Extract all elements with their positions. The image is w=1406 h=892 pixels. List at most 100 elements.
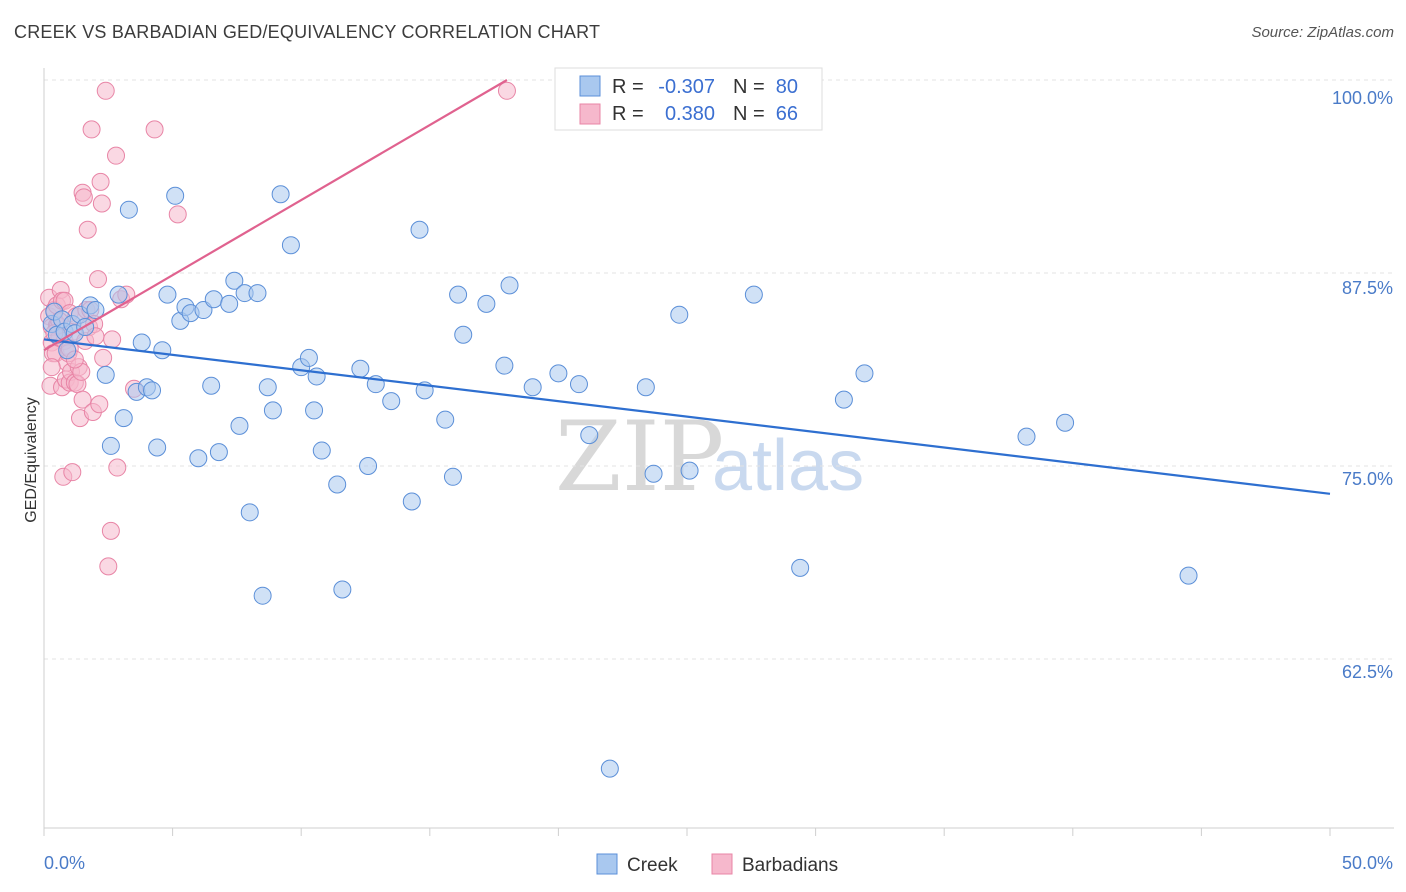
creek-point-54 — [382, 392, 401, 411]
creek-point-11 — [86, 301, 105, 320]
creek-point-67 — [569, 375, 588, 394]
creek-point-63 — [495, 356, 514, 375]
barbadians-point-37 — [78, 220, 97, 239]
barbadians-point-34 — [74, 188, 93, 207]
creek-point-56 — [410, 220, 429, 239]
y-tick-labels: 100.0% 87.5% 75.0% 62.5% — [1332, 88, 1393, 682]
creek-point-51 — [351, 359, 370, 378]
creek-point-75 — [791, 558, 810, 577]
creek-point-39 — [253, 586, 272, 605]
creek-point-28 — [189, 449, 208, 468]
barbadians-point-32 — [73, 390, 92, 409]
creek-point-22 — [153, 341, 172, 360]
creek-legend-swatch — [579, 75, 601, 97]
barbadians-legend-label: Barbadians — [742, 855, 838, 876]
barbadians-points — [40, 81, 516, 576]
y-tick-label-62-5: 62.5% — [1342, 662, 1393, 682]
creek-r-value: -0.307 — [658, 76, 715, 98]
barbadians-point-46 — [91, 172, 110, 191]
creek-point-41 — [263, 401, 282, 420]
creek-point-21 — [148, 438, 167, 457]
creek-point-38 — [248, 284, 267, 303]
creek-point-34 — [225, 271, 244, 290]
creek-point-76 — [834, 390, 853, 409]
barbadians-legend-swatch — [579, 103, 601, 125]
barbadians-point-60 — [42, 358, 61, 377]
creek-point-18 — [132, 333, 151, 352]
chart-title: CREEK VS BARBADIAN GED/EQUIVALENCY CORRE… — [14, 22, 601, 42]
barbadians-point-45 — [90, 395, 109, 414]
creek-legend-label: Creek — [627, 855, 678, 876]
y-tick-label-100: 100.0% — [1332, 88, 1393, 108]
barbadians-n-label: N = — [733, 103, 765, 125]
chart-source: Source: ZipAtlas.com — [1251, 24, 1394, 41]
barbadians-point-51 — [101, 521, 120, 540]
creek-point-78 — [1017, 427, 1036, 446]
creek-point-77 — [855, 364, 874, 383]
creek-point-23 — [158, 285, 177, 304]
barbadians-point-47 — [92, 194, 111, 213]
creek-point-49 — [328, 475, 347, 494]
creek-n-label: N = — [733, 76, 765, 98]
creek-point-59 — [443, 467, 462, 486]
creek-point-50 — [333, 580, 352, 599]
creek-trend-line — [43, 338, 1331, 495]
creek-point-24 — [166, 186, 185, 205]
stats-legend: R = -0.307 N = 80 R = 0.380 N = 66 — [554, 67, 823, 131]
barbadians-point-49 — [96, 81, 115, 100]
barbadians-point-44 — [89, 270, 108, 289]
barbadians-trend-line — [43, 79, 508, 352]
series-legend: Creek Barbadians — [596, 853, 838, 876]
creek-point-32 — [209, 443, 228, 462]
creek-point-68 — [580, 426, 599, 445]
y-axis-label: GED/Equivalency — [23, 397, 40, 522]
creek-point-43 — [281, 236, 300, 255]
barbadians-point-24 — [63, 463, 82, 482]
watermark-zip: ZIP — [555, 401, 724, 513]
barbadians-point-58 — [145, 120, 164, 139]
creek-r-label: R = — [612, 76, 644, 98]
creek-point-73 — [680, 461, 699, 480]
x-ticks — [43, 828, 1331, 836]
creek-point-69 — [600, 759, 619, 778]
barbadians-point-52 — [103, 330, 122, 349]
creek-point-37 — [240, 503, 259, 522]
barbadians-point-48 — [94, 348, 113, 367]
creek-points — [42, 185, 1198, 778]
barbadians-point-54 — [108, 458, 127, 477]
creek-point-14 — [109, 285, 128, 304]
trend-lines — [43, 79, 1331, 495]
creek-point-61 — [454, 325, 473, 344]
barbadians-r-label: R = — [612, 103, 644, 125]
creek-point-74 — [744, 285, 763, 304]
creek-point-65 — [523, 378, 542, 397]
creek-point-58 — [436, 410, 455, 429]
creek-bottom-swatch — [596, 853, 618, 875]
creek-point-64 — [500, 276, 519, 295]
creek-point-45 — [299, 348, 318, 367]
creek-point-79 — [1056, 413, 1075, 432]
creek-point-31 — [204, 290, 223, 309]
barbadians-bottom-swatch — [711, 853, 733, 875]
creek-point-35 — [230, 416, 249, 435]
creek-point-12 — [96, 365, 115, 384]
creek-point-62 — [477, 294, 496, 313]
creek-point-80 — [1179, 566, 1198, 585]
x-tick-label-0: 0.0% — [44, 853, 85, 873]
creek-point-52 — [359, 457, 378, 475]
barbadians-point-59 — [168, 205, 187, 224]
creek-point-30 — [202, 376, 221, 395]
creek-point-72 — [670, 305, 689, 324]
creek-point-5 — [58, 341, 77, 360]
y-tick-label-87-5: 87.5% — [1342, 278, 1393, 298]
creek-point-33 — [220, 294, 239, 313]
barbadians-n-value: 66 — [776, 103, 798, 125]
x-tick-label-50: 50.0% — [1342, 853, 1393, 873]
creek-point-70 — [636, 378, 655, 397]
creek-point-42 — [271, 185, 290, 204]
creek-point-55 — [402, 492, 421, 511]
creek-n-value: 80 — [776, 76, 798, 98]
creek-point-46 — [305, 401, 324, 420]
creek-point-71 — [644, 464, 663, 483]
